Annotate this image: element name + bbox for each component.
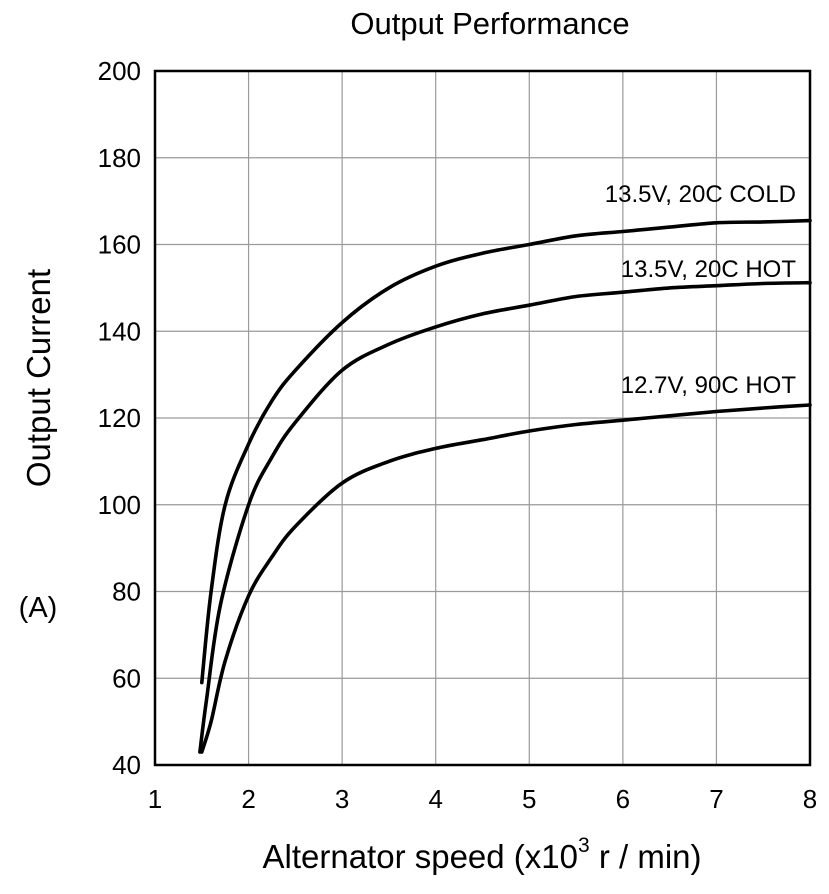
y-tick-label: 40 [112,750,141,780]
tick-labels: 1 2 3 4 5 6 7 8 40 60 80 100 120 140 160 180 200 [98,56,818,814]
x-tick-label: 8 [803,784,817,814]
chart-title: Output Performance [350,6,629,41]
series-label-1: 13.5V, 20C COLD [605,181,796,208]
series-line-3 [200,403,812,754]
y-tick-label: 180 [98,143,141,173]
series-line-1 [200,218,812,685]
x-tick-label: 4 [428,784,442,814]
x-tick-label: 5 [522,784,536,814]
series-label-2: 13.5V, 20C HOT [621,256,797,283]
y-tick-label: 80 [112,577,141,607]
x-axis-label: Alternator speed (x103 r / min) [262,834,701,875]
y-axis-label: Output Current [20,269,57,487]
x-tick-label: 3 [335,784,349,814]
x-axis-label-suffix: r / min) [590,838,702,875]
plot-frame [153,69,812,767]
series-labels: 13.5V, 20C COLD 13.5V, 20C HOT 12.7V, 90C … [605,181,797,399]
y-tick-label: 140 [98,316,141,346]
y-tick-label: 60 [112,663,141,693]
x-axis-label-main: Alternator speed (x10 [262,838,578,875]
series-label-3: 12.7V, 90C HOT [621,372,797,399]
y-tick-label: 120 [98,403,141,433]
y-tick-label: 100 [98,490,141,520]
y-axis-unit: (A) [19,592,58,624]
x-tick-label: 2 [241,784,255,814]
series-line-2 [198,280,812,754]
series-lines [198,218,812,754]
grid-lines [154,70,811,766]
x-tick-label: 6 [616,784,630,814]
x-tick-label: 7 [709,784,723,814]
y-tick-label: 200 [98,56,141,86]
y-tick-label: 160 [98,230,141,260]
x-axis-label-exponent: 3 [578,834,590,857]
x-tick-label: 1 [148,784,162,814]
